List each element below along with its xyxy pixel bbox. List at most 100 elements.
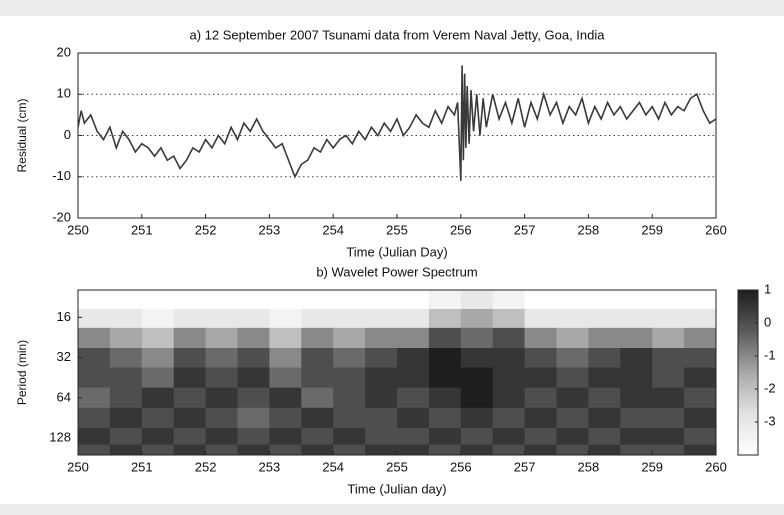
power-cell [460, 387, 494, 409]
power-cell [237, 427, 270, 446]
power-cell [78, 387, 111, 409]
x-tick-label: 250 [67, 222, 89, 237]
power-cell [428, 367, 462, 389]
power-cell [141, 348, 175, 368]
power-cell [397, 407, 430, 429]
power-cell [460, 444, 494, 455]
power-cell [173, 444, 206, 455]
colorbar-step [738, 369, 758, 373]
power-cell [269, 327, 302, 349]
power-cell [205, 290, 238, 310]
power-cell [460, 308, 494, 329]
power-cell [684, 348, 716, 368]
colorbar-step [738, 375, 758, 379]
power-cell [173, 427, 206, 446]
power-cell [588, 327, 621, 349]
power-cell [428, 290, 462, 310]
power-cell [428, 444, 462, 455]
x-tick-label: 259 [641, 222, 663, 237]
colorbar-step [738, 430, 758, 434]
power-cell [205, 407, 238, 429]
colorbar-step [738, 361, 758, 365]
colorbar-step [738, 372, 758, 376]
panel-b: b) Wavelet Power Spectrum Time (Julian da… [15, 264, 775, 496]
colorbar-tick-label: -2 [764, 380, 776, 395]
power-cell [173, 308, 206, 329]
power-cell [428, 427, 462, 446]
power-cell [652, 327, 685, 349]
colorbar-step [738, 380, 758, 384]
power-cell [365, 367, 398, 389]
x-tick-label: 254 [322, 459, 344, 474]
x-tick-label: 250 [67, 459, 89, 474]
x-tick-label: 256 [450, 222, 472, 237]
power-cell [492, 427, 525, 446]
colorbar-tick-label: 0 [764, 314, 771, 329]
power-cell [556, 308, 589, 329]
power-cell [269, 290, 302, 310]
power-cell [269, 308, 302, 329]
power-cell [333, 327, 366, 349]
colorbar-step [738, 350, 758, 354]
power-cell [620, 308, 653, 329]
colorbar-step [738, 364, 758, 368]
power-cell [620, 427, 653, 446]
power-cell [620, 387, 653, 409]
colorbar-step [738, 389, 758, 393]
colorbar-step [738, 402, 758, 406]
power-cell [365, 444, 398, 455]
power-cell [237, 308, 270, 329]
power-cell [109, 327, 143, 349]
colorbar-step [738, 309, 758, 313]
power-cell [556, 427, 589, 446]
power-cell [588, 407, 621, 429]
power-cell [301, 327, 334, 349]
power-cell [269, 348, 302, 368]
power-cell [205, 327, 238, 349]
power-cell [237, 444, 270, 455]
colorbar-step [738, 405, 758, 409]
power-cell [141, 444, 175, 455]
power-cell [524, 327, 557, 349]
power-cell [333, 407, 366, 429]
power-cell [397, 444, 430, 455]
power-cell [556, 407, 589, 429]
power-cell [365, 427, 398, 446]
colorbar-step [738, 356, 758, 360]
power-cell [109, 367, 143, 389]
power-cell [109, 290, 143, 310]
power-cell [524, 407, 557, 429]
colorbar-step [738, 438, 758, 442]
power-cell [652, 407, 685, 429]
power-cell [397, 308, 430, 329]
colorbar-step [738, 408, 758, 412]
y-tick-label: 20 [57, 44, 71, 59]
power-cell [397, 427, 430, 446]
power-cell [205, 387, 238, 409]
power-cell [109, 308, 143, 329]
power-cell [524, 387, 557, 409]
y-tick-label: 32 [57, 349, 71, 364]
power-cell [588, 348, 621, 368]
colorbar-step [738, 424, 758, 428]
power-cell [620, 407, 653, 429]
power-cell [524, 367, 557, 389]
power-cell [460, 327, 494, 349]
x-axis-label: Time (Julian Day) [346, 244, 447, 259]
power-cell [620, 348, 653, 368]
colorbar-step [738, 301, 758, 305]
axes-frame [77, 52, 717, 219]
power-cell [492, 290, 525, 310]
x-tick-label: 257 [514, 222, 536, 237]
power-cell [365, 407, 398, 429]
power-cell [588, 367, 621, 389]
power-cell [492, 444, 525, 455]
x-tick-label: 255 [386, 222, 408, 237]
power-cell [652, 348, 685, 368]
colorbar-step [738, 427, 758, 431]
colorbar-step [738, 342, 758, 346]
power-cell [620, 444, 653, 455]
colorbar-step [738, 397, 758, 401]
power-cell [301, 387, 334, 409]
